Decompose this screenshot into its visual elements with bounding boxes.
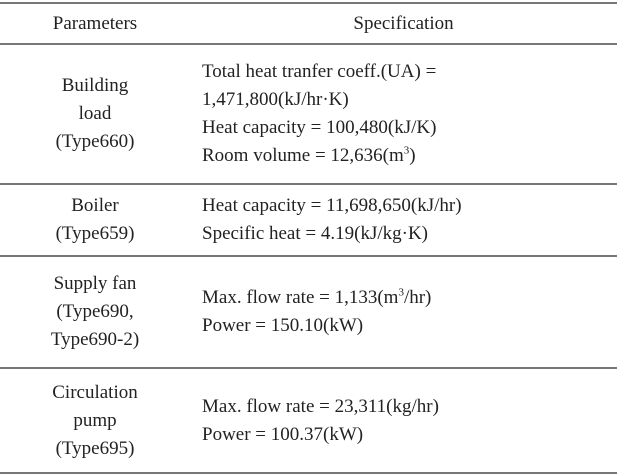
text-line: (Type659): [55, 223, 135, 244]
row-rule: [0, 183, 617, 185]
text: /hr): [403, 287, 432, 308]
specification-cell: Max. flow rate = 23,311(kg/hr) Power = 10…: [190, 368, 617, 474]
table-row: Supply fan (Type690, Type690-2) Max. flow r…: [0, 256, 617, 368]
specification-cell: Total heat tranfer coeff.(UA) = 1,471,800…: [190, 44, 617, 184]
text-line: Boiler: [71, 195, 119, 216]
specification-cell: Heat capacity = 11,698,650(kJ/hr) Specifi…: [190, 184, 617, 256]
text-line: Type690-2): [50, 329, 140, 350]
row-rule: [0, 255, 617, 257]
text-line: Total heat tranfer coeff.(UA) =: [202, 61, 437, 82]
header-cell: Specification: [353, 13, 454, 34]
table-row: Circulation pump (Type695) Max. flow rate =…: [0, 368, 617, 474]
text: ): [409, 145, 416, 166]
table-row: Boiler (Type659) Heat capacity = 11,698,65…: [0, 184, 617, 256]
text-line: Specific heat = 4.19(kJ/kg·K): [202, 223, 428, 244]
text-line: (Type660): [55, 131, 135, 152]
header-row: Parameters Specification: [0, 4, 617, 44]
text-line: (Type690,: [56, 301, 134, 322]
text-line: Power = 100.37(kW): [202, 424, 364, 445]
row-rule: [0, 43, 617, 45]
row-rule: [0, 2, 617, 4]
text-line: Power = 150.10(kW): [202, 315, 364, 336]
text-line: Room volume = 12,636(m3): [202, 142, 617, 170]
text-line: Circulation: [52, 382, 138, 403]
text-line: Supply fan: [53, 273, 137, 294]
parameter-cell: Supply fan (Type690, Type690-2): [0, 256, 190, 368]
text-line: Max. flow rate = 1,133(m3/hr): [202, 284, 617, 312]
text-line: Heat capacity = 11,698,650(kJ/hr): [202, 195, 462, 216]
text-line: Max. flow rate = 23,311(kg/hr): [202, 396, 439, 417]
text-line: 1,471,800(kJ/hr·K): [202, 89, 349, 110]
row-rule: [0, 472, 617, 474]
row-rule: [0, 367, 617, 369]
text-line: Building: [61, 75, 129, 96]
parameter-cell: Circulation pump (Type695): [0, 368, 190, 474]
parameter-cell: Building load (Type660): [0, 44, 190, 184]
text: Room volume = 12,636(m: [202, 145, 404, 166]
text-line: load: [78, 103, 112, 124]
text-line: Heat capacity = 100,480(kJ/K): [202, 117, 437, 138]
table-row: Building load (Type660) Total heat tranfer …: [0, 44, 617, 184]
superscript: 3: [398, 286, 404, 299]
text-line: (Type695): [55, 438, 135, 459]
parameter-cell: Boiler (Type659): [0, 184, 190, 256]
superscript: 3: [403, 144, 410, 157]
specification-cell: Max. flow rate = 1,133(m3/hr) Power = 150…: [190, 256, 617, 368]
text-line: pump: [73, 410, 117, 431]
header-cell: Parameters: [52, 13, 138, 34]
text: Max. flow rate = 1,133(m: [202, 287, 399, 308]
